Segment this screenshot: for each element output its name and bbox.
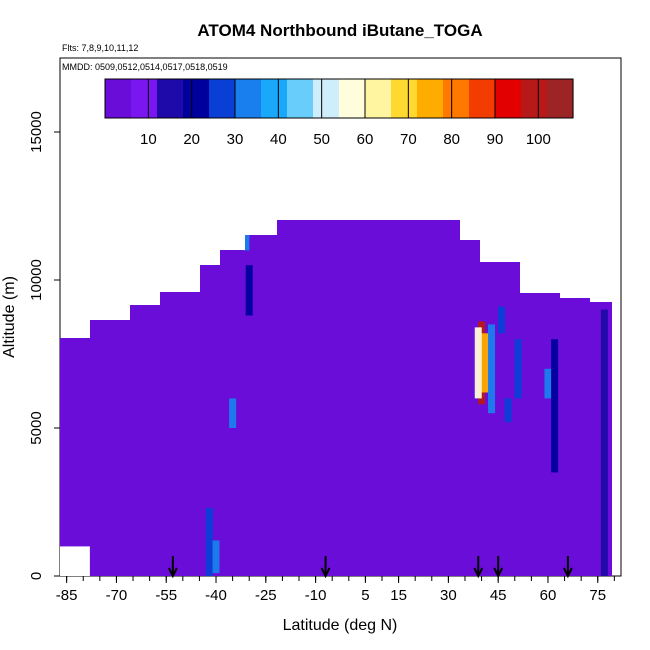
colorbar-tick-label: 100 bbox=[526, 131, 551, 148]
flight-arrow-head bbox=[320, 567, 331, 579]
x-tick-label: -55 bbox=[155, 587, 177, 604]
colorbar-segment bbox=[339, 79, 366, 118]
y-tick-label: 10000 bbox=[28, 259, 45, 301]
x-axis-label: Latitude (deg N) bbox=[283, 617, 398, 634]
y-tick-label: 15000 bbox=[28, 111, 45, 153]
colorbar-tick-label: 10 bbox=[140, 131, 157, 148]
x-tick-label: -85 bbox=[56, 587, 78, 604]
x-tick-label: 75 bbox=[589, 587, 606, 604]
colorbar-tick-label: 90 bbox=[487, 131, 504, 148]
heat-cell bbox=[212, 540, 220, 574]
colorbar-segment bbox=[287, 79, 314, 118]
flight-arrow-head bbox=[562, 567, 573, 579]
x-tick-label: 30 bbox=[440, 587, 457, 604]
colorbar-segment bbox=[209, 79, 236, 118]
colorbar-tick-label: 80 bbox=[443, 131, 460, 148]
x-axis: -85 -70 -55 -40 -25 -10 5 15 30 45 60 75 bbox=[56, 576, 615, 604]
colorbar-segment bbox=[495, 79, 522, 118]
heat-cell bbox=[229, 398, 237, 428]
heat-cell bbox=[474, 327, 482, 399]
flight-arrow-head bbox=[167, 567, 178, 579]
heat-cell bbox=[497, 306, 505, 334]
heat-cell bbox=[488, 324, 496, 414]
colorbar-tick-label: 60 bbox=[357, 131, 374, 148]
colorbar: 10 20 30 40 50 60 70 80 90 100 bbox=[104, 78, 574, 148]
arrow-layer bbox=[167, 556, 573, 579]
x-tick-label: -70 bbox=[106, 587, 128, 604]
x-tick-label: 45 bbox=[490, 587, 507, 604]
heat-cell bbox=[245, 265, 253, 316]
colorbar-segment bbox=[547, 79, 574, 118]
colorbar-segment bbox=[391, 79, 418, 118]
x-tick-label: 60 bbox=[540, 587, 557, 604]
heat-cell bbox=[514, 339, 522, 399]
colorbar-segment bbox=[235, 79, 262, 118]
colorbar-segment bbox=[521, 79, 548, 118]
colorbar-segment bbox=[131, 79, 158, 118]
chart-title: ATOM4 Northbound iButane_TOGA bbox=[197, 21, 482, 40]
heat-cell bbox=[242, 220, 250, 251]
y-axis: 0 5000 10000 15000 bbox=[28, 111, 60, 580]
flights-label: Flts: 7,8,9,10,11,12 bbox=[62, 43, 138, 53]
colorbar-segment bbox=[417, 79, 444, 118]
heat-cell bbox=[544, 368, 552, 399]
colorbar-segment bbox=[261, 79, 288, 118]
colorbar-segment bbox=[183, 79, 210, 118]
x-tick-label: -10 bbox=[305, 587, 327, 604]
colorbar-tick-label: 50 bbox=[313, 131, 330, 148]
heat-cell bbox=[504, 398, 512, 423]
x-tick-label: -25 bbox=[255, 587, 277, 604]
colorbar-segment bbox=[105, 79, 132, 118]
colorbar-segment bbox=[443, 79, 470, 118]
heat-cell bbox=[205, 507, 213, 576]
x-tick-label: 15 bbox=[390, 587, 407, 604]
colorbar-segment bbox=[469, 79, 496, 118]
colorbar-tick-label: 20 bbox=[183, 131, 200, 148]
colorbar-tick-label: 30 bbox=[227, 131, 244, 148]
y-axis-label: Altitude (m) bbox=[1, 276, 18, 358]
flight-arrow-head bbox=[473, 567, 484, 579]
heat-cell bbox=[600, 309, 608, 576]
no-data-gap bbox=[60, 546, 90, 576]
colorbar-tick-label: 70 bbox=[400, 131, 417, 148]
colorbar-segment bbox=[365, 79, 392, 118]
colorbar-segment bbox=[157, 79, 184, 118]
y-tick-label: 5000 bbox=[28, 411, 45, 444]
x-tick-label: -40 bbox=[205, 587, 227, 604]
colorbar-frame bbox=[104, 78, 574, 119]
y-tick-label: 0 bbox=[28, 572, 45, 580]
dates-label: MMDD: 0509,0512,0514,0517,0518,0519 bbox=[62, 62, 228, 72]
heat-cell bbox=[481, 333, 489, 393]
colorbar-tick-label: 40 bbox=[270, 131, 287, 148]
colorbar-segment bbox=[313, 79, 340, 118]
heat-cell bbox=[551, 339, 559, 473]
x-tick-label: 5 bbox=[361, 587, 369, 604]
